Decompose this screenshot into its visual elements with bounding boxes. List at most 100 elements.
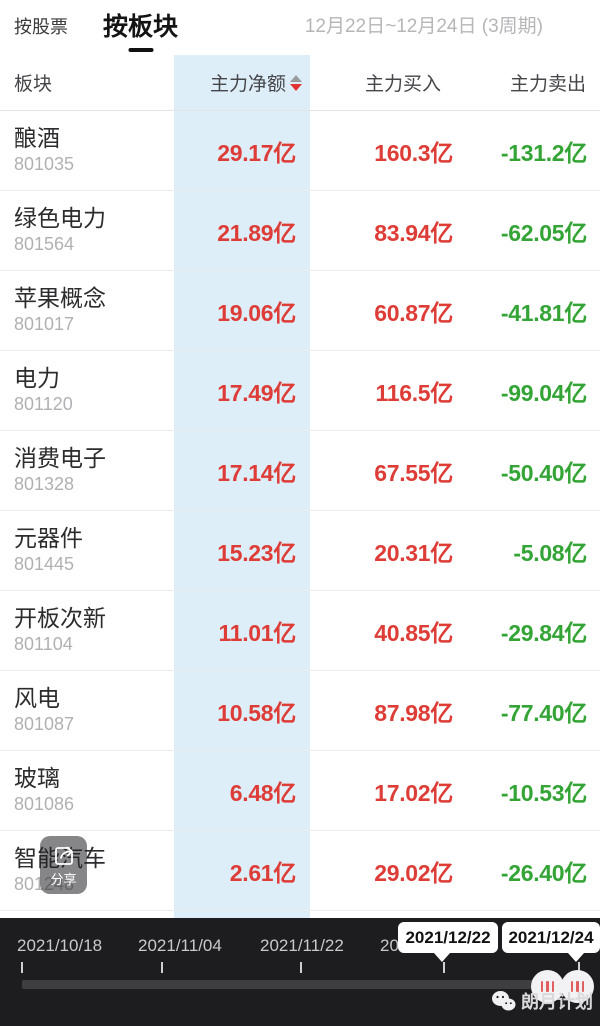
sorted-column-highlight (174, 55, 310, 918)
sell-amount-value: -26.40亿 (500, 859, 587, 886)
sector-code: 801017 (14, 314, 75, 335)
wechat-icon (492, 991, 516, 1011)
sector-cell: 风电 801087 (0, 685, 174, 735)
table-row[interactable]: 风电 801087 10.58亿 87.98亿 -77.40亿 (0, 671, 600, 751)
period-range-label: 12月22日~12月24日 (3周期) (304, 16, 543, 37)
range-end-tooltip: 2021/12/24 (502, 922, 600, 953)
sector-name: 玻璃 (14, 765, 60, 792)
table-header-row: 板块 主力净额 主力买入 主力卖出 (0, 55, 600, 111)
buy-amount-value: 116.5亿 (375, 379, 454, 406)
sector-cell: 酿酒 801035 (0, 125, 174, 175)
top-tab-bar: 按股票 按板块 12月22日~12月24日 (3周期) (0, 0, 600, 55)
net-amount-value: 17.49亿 (217, 379, 296, 406)
sector-name: 开板次新 (14, 605, 106, 632)
sell-amount-value: -77.40亿 (500, 699, 587, 726)
timeline-date-label: 2021/11/04 (138, 936, 222, 955)
share-button-label: 分享 (50, 872, 77, 887)
table-row[interactable]: 玻璃 801086 6.48亿 17.02亿 -10.53亿 (0, 751, 600, 831)
buy-amount-value: 83.94亿 (374, 219, 453, 246)
range-start-handle[interactable] (531, 970, 564, 1003)
tab-by-sector[interactable]: 按板块 (103, 7, 178, 52)
buy-amount-value: 29.02亿 (374, 859, 453, 886)
header-net-amount[interactable]: 主力净额 (174, 69, 310, 96)
buy-amount-value: 20.31亿 (374, 539, 453, 566)
sector-name: 风电 (14, 685, 60, 712)
header-buy[interactable]: 主力买入 (364, 74, 441, 95)
net-amount-value: 29.17亿 (217, 139, 296, 166)
timeline-tick (578, 962, 580, 973)
timeline-date-label: 2021/11/22 (260, 936, 344, 955)
table-row[interactable]: 智能汽车 801248 2.61亿 29.02亿 -26.40亿 (0, 831, 600, 911)
buy-amount-value: 60.87亿 (374, 299, 453, 326)
range-end-handle[interactable] (561, 970, 594, 1003)
sell-amount-value: -10.53亿 (500, 779, 587, 806)
sector-table-body: 酿酒 801035 29.17亿 160.3亿 -131.2亿 绿色电力 801… (0, 111, 600, 911)
net-amount-value: 6.48亿 (229, 779, 297, 806)
sell-amount-value: -41.81亿 (500, 299, 587, 326)
timeline-tick (300, 962, 302, 973)
timeline-tick (161, 962, 163, 973)
net-amount-value: 19.06亿 (217, 299, 296, 326)
sector-code: 801328 (14, 474, 75, 495)
sell-amount-value: -131.2亿 (500, 139, 587, 166)
header-sector: 板块 (14, 74, 53, 95)
sector-code: 801035 (14, 154, 75, 175)
sort-icon (290, 74, 302, 91)
sector-cell: 绿色电力 801564 (0, 205, 174, 255)
sector-cell: 智能汽车 801248 (0, 845, 174, 895)
table-row[interactable]: 开板次新 801104 11.01亿 40.85亿 -29.84亿 (0, 591, 600, 671)
buy-amount-value: 17.02亿 (374, 779, 453, 806)
timeline-tick (443, 962, 445, 973)
net-amount-value: 17.14亿 (217, 459, 296, 486)
active-tab-underline (128, 48, 153, 52)
buy-amount-value: 67.55亿 (374, 459, 453, 486)
table-row[interactable]: 电力 801120 17.49亿 116.5亿 -99.04亿 (0, 351, 600, 431)
sector-name: 智能汽车 (14, 845, 174, 873)
table-row[interactable]: 元器件 801445 15.23亿 20.31亿 -5.08亿 (0, 511, 600, 591)
range-end-tooltip-pointer (568, 953, 584, 962)
sector-cell: 玻璃 801086 (0, 765, 174, 815)
timeline-tick (21, 962, 23, 973)
sector-cell: 元器件 801445 (0, 525, 174, 575)
table-row[interactable]: 苹果概念 801017 19.06亿 60.87亿 -41.81亿 (0, 271, 600, 351)
table-row[interactable]: 酿酒 801035 29.17亿 160.3亿 -131.2亿 (0, 111, 600, 191)
buy-amount-value: 160.3亿 (374, 139, 453, 166)
table-row[interactable]: 消费电子 801328 17.14亿 67.55亿 -50.40亿 (0, 431, 600, 511)
sector-cell: 电力 801120 (0, 365, 174, 415)
watermark: 朗月计划 (491, 988, 593, 1014)
timeline-track[interactable] (22, 980, 578, 989)
sell-amount-value: -99.04亿 (500, 379, 587, 406)
sector-name: 苹果概念 (14, 285, 106, 312)
tab-by-stock[interactable]: 按股票 (14, 17, 68, 37)
watermark-text: 朗月计划 (521, 992, 593, 1012)
net-amount-value: 21.89亿 (217, 219, 296, 246)
sector-code: 801104 (14, 634, 73, 655)
header-sell[interactable]: 主力卖出 (509, 74, 586, 95)
net-amount-value: 10.58亿 (217, 699, 296, 726)
sector-name: 酿酒 (14, 125, 60, 152)
share-icon (54, 846, 73, 865)
timeline-date-label: 20 (380, 936, 399, 955)
sector-cell: 苹果概念 801017 (0, 285, 174, 335)
range-start-tooltip: 2021/12/22 (398, 922, 498, 953)
share-button[interactable]: 分享 (40, 836, 87, 894)
net-amount-value: 15.23亿 (217, 539, 296, 566)
sector-name: 消费电子 (14, 445, 106, 472)
table-row[interactable]: 绿色电力 801564 21.89亿 83.94亿 -62.05亿 (0, 191, 600, 271)
sell-amount-value: -5.08亿 (513, 539, 587, 566)
sector-cell: 开板次新 801104 (0, 605, 174, 655)
sector-code: 801248 (14, 873, 174, 896)
timeline-bar: 2021/10/18 2021/11/04 2021/11/22 20 2021/12… (0, 918, 600, 1026)
sector-name: 元器件 (14, 525, 83, 552)
sector-code: 801086 (14, 794, 75, 815)
buy-amount-value: 40.85亿 (374, 619, 453, 646)
sector-code: 801564 (14, 234, 75, 255)
sector-code: 801087 (14, 714, 75, 735)
sector-name: 电力 (14, 365, 60, 392)
buy-amount-value: 87.98亿 (374, 699, 453, 726)
range-start-tooltip-pointer (434, 953, 450, 962)
sector-code: 801445 (14, 554, 75, 575)
sector-cell: 消费电子 801328 (0, 445, 174, 495)
sell-amount-value: -50.40亿 (500, 459, 587, 486)
